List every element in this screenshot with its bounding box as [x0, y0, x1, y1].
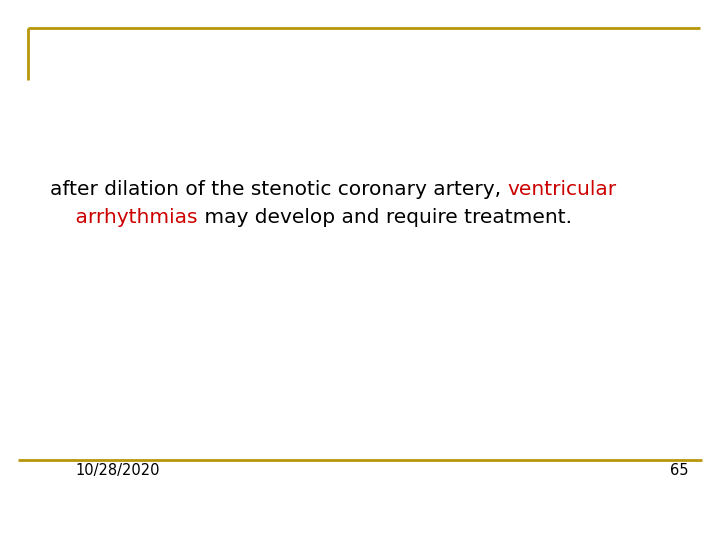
Text: 65: 65 — [670, 463, 688, 478]
Text: may develop and require treatment.: may develop and require treatment. — [197, 208, 572, 227]
Text: after dilation of the stenotic coronary artery,: after dilation of the stenotic coronary … — [50, 180, 508, 199]
Text: ventricular: ventricular — [508, 180, 616, 199]
Text: arrhythmias: arrhythmias — [50, 208, 197, 227]
Text: 10/28/2020: 10/28/2020 — [75, 463, 160, 478]
